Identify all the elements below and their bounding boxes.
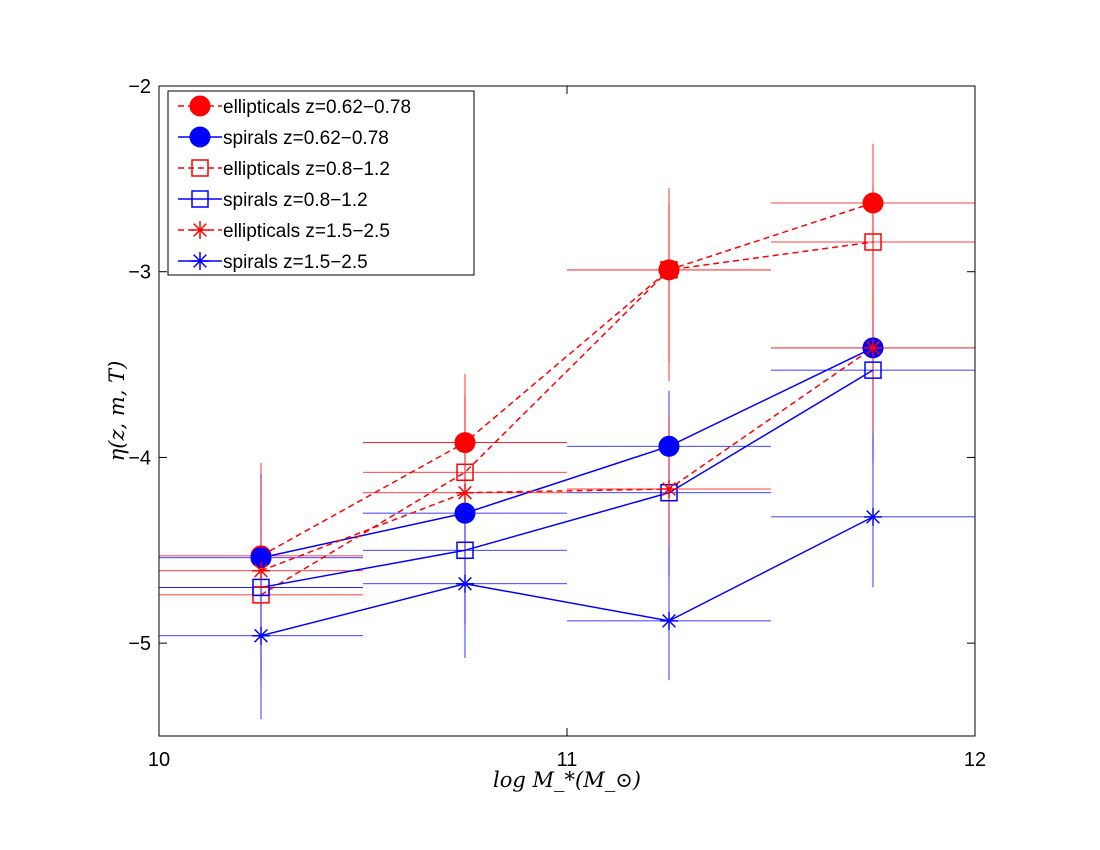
legend-marker: [189, 126, 211, 148]
y-axis-label: η(z, m, T): [105, 361, 129, 462]
axes: 10 11 12 −5 −4 −3 −2: [128, 76, 986, 771]
series-line: [260, 347, 874, 559]
data-point: [660, 261, 678, 279]
series-line: [260, 347, 874, 572]
y-tick-label: −2: [128, 76, 151, 98]
x-tick-label: 11: [557, 749, 578, 771]
data-point: [864, 338, 882, 357]
data-point: [660, 480, 678, 498]
x-axis-label: log M_*(M_⊙): [493, 768, 641, 792]
y-tick-label: −5: [128, 633, 151, 655]
data-point: [864, 233, 882, 251]
data-point: [454, 432, 476, 454]
legend-label: ellipticals z=0.62−0.78: [223, 97, 411, 118]
x-tick-label: 12: [964, 749, 986, 771]
legend-label: ellipticals z=0.8−1.2: [223, 159, 390, 180]
data-point: [658, 259, 680, 281]
series-line: [260, 369, 874, 589]
data-point: [456, 463, 474, 482]
legend-marker: [191, 159, 209, 177]
legend-label: spirals z=0.62−0.78: [223, 128, 389, 149]
data-point: [252, 626, 270, 645]
series-line: [260, 241, 874, 596]
series-markers: [250, 192, 884, 645]
legend-entries: ellipticals z=0.62−0.78 spirals z=0.62−0.…: [178, 95, 411, 273]
data-point: [862, 192, 884, 214]
legend: ellipticals z=0.62−0.78 spirals z=0.62−0.…: [167, 90, 475, 276]
data-point: [864, 361, 882, 379]
data-point: [456, 483, 474, 502]
y-tick-label: −4: [128, 447, 151, 469]
legend-marker: [191, 252, 209, 270]
data-point: [252, 561, 270, 580]
legend-label: ellipticals z=1.5−2.5: [223, 221, 390, 242]
legend-marker: [191, 190, 209, 208]
series-lines: [260, 202, 874, 637]
legend-box: [167, 90, 475, 276]
data-point: [456, 574, 474, 593]
legend-label: spirals z=1.5−2.5: [223, 252, 368, 273]
legend-marker: [189, 95, 211, 117]
legend-marker: [191, 221, 209, 239]
data-point: [658, 435, 680, 457]
legend-label: spirals z=0.8−1.2: [223, 190, 368, 211]
data-point: [660, 611, 678, 630]
series-line: [260, 516, 874, 637]
x-tick-label: 10: [148, 749, 170, 771]
data-point: [456, 541, 474, 560]
data-point: [864, 507, 882, 526]
y-tick-label: −3: [128, 262, 151, 284]
data-point: [454, 502, 476, 524]
